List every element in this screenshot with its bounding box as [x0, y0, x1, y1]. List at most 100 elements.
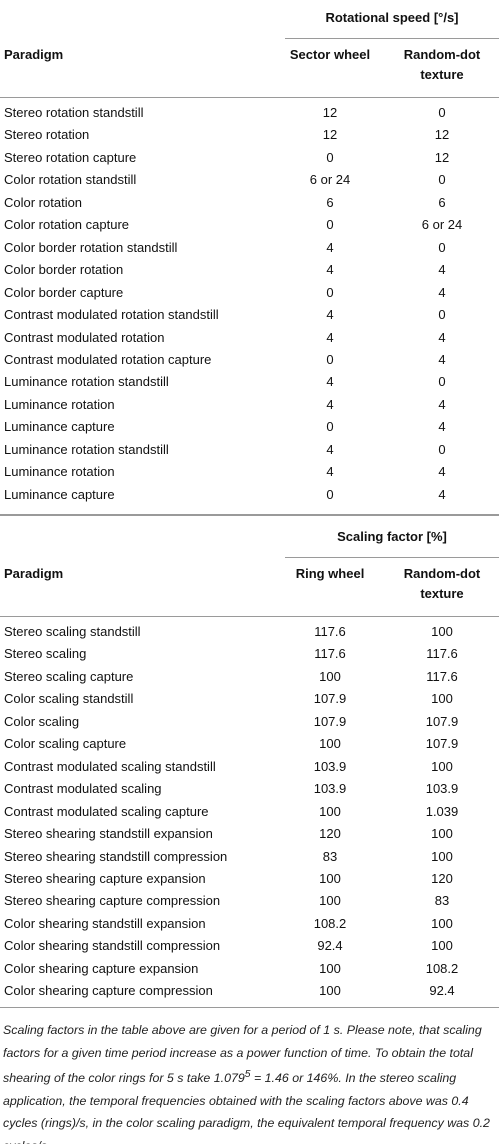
- cell-value: 4: [438, 486, 446, 502]
- cell-value: 0: [326, 149, 334, 165]
- row-label: Luminance rotation: [4, 396, 115, 412]
- row-label: Color scaling capture: [4, 736, 127, 752]
- footnote-exponent: 5: [244, 1069, 251, 1080]
- row-label: Color shearing capture compression: [4, 983, 213, 999]
- cell-value: 0: [326, 486, 334, 502]
- row-label: Contrast modulated scaling standstill: [4, 758, 216, 774]
- cell-value: 117.6: [314, 624, 346, 639]
- row-label: Color border capture: [4, 284, 124, 300]
- row-label: Color scaling: [4, 713, 80, 729]
- cell-value: 100: [431, 848, 453, 864]
- cell-value: 92.4: [429, 983, 455, 999]
- row-label: Luminance rotation standstill: [4, 441, 169, 457]
- footnote-text: = 1.46 or 146%. In the stereo scaling ap…: [3, 1071, 490, 1144]
- cell-value: 4: [438, 329, 446, 345]
- cell-value: 120: [319, 826, 341, 842]
- cell-value: 108.2: [425, 960, 459, 976]
- rule: [0, 616, 499, 617]
- cell-value: 100: [431, 758, 453, 774]
- cell-value: 0: [326, 351, 334, 367]
- cell-value: 117.6: [426, 668, 458, 684]
- cell-value: 100: [431, 938, 453, 954]
- cell-value: 100: [319, 960, 341, 976]
- column-header: Ring wheel: [295, 566, 365, 581]
- cell-value: 12: [434, 149, 450, 165]
- cell-value: 100: [431, 624, 453, 639]
- cell-value: 100: [319, 870, 341, 886]
- cell-value: 4: [326, 239, 334, 255]
- cell-value: 107.9: [313, 713, 347, 729]
- cell-value: 4: [326, 464, 334, 480]
- footnote: Scaling factors in the table above are g…: [3, 1019, 497, 1144]
- row-label: Luminance capture: [4, 486, 115, 502]
- cell-value: 12: [434, 127, 450, 143]
- cell-value: 83: [322, 848, 338, 864]
- row-label: Stereo rotation capture: [4, 149, 137, 165]
- row-label: Luminance rotation: [4, 464, 115, 480]
- row-label: Color scaling standstill: [4, 691, 134, 707]
- row-label: Color shearing standstill compression: [4, 938, 221, 954]
- row-label: Luminance capture: [4, 419, 115, 435]
- cell-value: 4: [326, 396, 334, 412]
- rule: [0, 1007, 499, 1008]
- row-label: Stereo rotation: [4, 127, 90, 143]
- cell-value: 4: [326, 374, 334, 390]
- row-label: Stereo scaling: [4, 646, 87, 662]
- cell-value: 4: [438, 396, 446, 412]
- row-label: Color border rotation standstill: [4, 239, 178, 255]
- cell-value: 108.2: [313, 915, 347, 931]
- rule: [0, 97, 499, 98]
- cell-value: 103.9: [313, 781, 347, 797]
- cell-value: 107.9: [313, 691, 347, 707]
- row-label: Contrast modulated scaling: [4, 781, 162, 797]
- cell-value: 0: [438, 172, 446, 188]
- row-label: Stereo scaling capture: [4, 668, 134, 684]
- cell-value: 100: [431, 826, 453, 842]
- cell-value: 103.9: [313, 758, 347, 774]
- row-label: Color shearing capture expansion: [4, 960, 199, 976]
- row-label: Luminance rotation standstill: [4, 374, 169, 390]
- row-label: Stereo shearing capture compression: [4, 893, 221, 909]
- column-header: Paradigm: [4, 566, 64, 581]
- cell-value: 6 or 24: [421, 217, 463, 233]
- group-header: Scaling factor [%]: [337, 529, 447, 544]
- cell-value: 100: [431, 915, 453, 931]
- group-header: Rotational speed [°/s]: [325, 10, 459, 25]
- cell-value: 6: [326, 194, 334, 210]
- cell-value: 12: [322, 127, 338, 143]
- footnote-text: Scaling factors in the table above are g…: [3, 1023, 482, 1086]
- row-label: Contrast modulated rotation capture: [4, 351, 212, 367]
- row-label: Color rotation: [4, 194, 83, 210]
- cell-value: 120: [431, 870, 453, 886]
- rule: [285, 38, 499, 39]
- cell-value: 4: [438, 284, 446, 300]
- cell-value: 100: [319, 736, 341, 752]
- cell-value: 100: [319, 803, 341, 819]
- cell-value: 103.9: [425, 781, 459, 797]
- cell-value: 4: [326, 307, 334, 323]
- row-label: Contrast modulated scaling capture: [4, 803, 209, 819]
- row-label: Stereo shearing capture expansion: [4, 870, 206, 886]
- cell-value: 4: [438, 419, 446, 435]
- cell-value: 4: [326, 262, 334, 278]
- cell-value: 92.4: [317, 938, 343, 954]
- cell-value: 6 or 24: [309, 172, 351, 188]
- cell-value: 83: [434, 893, 450, 909]
- row-label: Color border rotation: [4, 262, 124, 278]
- cell-value: 4: [438, 351, 446, 367]
- row-label: Stereo rotation standstill: [4, 105, 144, 120]
- cell-value: 4: [326, 329, 334, 345]
- cell-value: 0: [326, 217, 334, 233]
- cell-value: 107.9: [425, 736, 459, 752]
- row-label: Contrast modulated rotation: [4, 329, 165, 345]
- cell-value: 107.9: [425, 713, 459, 729]
- cell-value: 100: [319, 983, 341, 999]
- rule: [285, 557, 499, 558]
- column-header: Sector wheel: [289, 47, 371, 62]
- cell-value: 12: [322, 105, 338, 120]
- column-header: Random-dot texture: [403, 566, 481, 601]
- cell-value: 100: [319, 893, 341, 909]
- cell-value: 0: [438, 441, 446, 457]
- cell-value: 100: [319, 668, 341, 684]
